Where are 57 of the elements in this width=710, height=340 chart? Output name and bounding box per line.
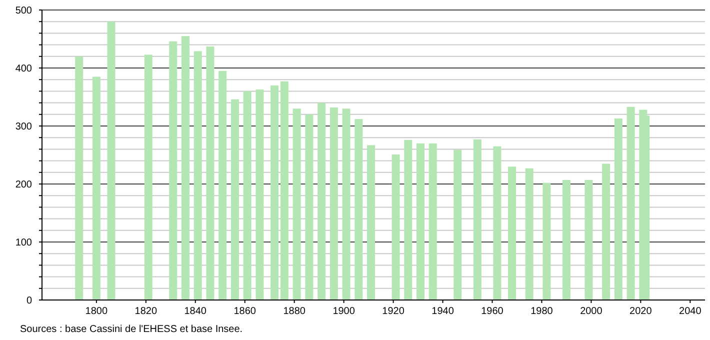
bar [280, 81, 288, 300]
bar [416, 143, 425, 300]
bar [230, 99, 239, 300]
bar [493, 146, 502, 300]
bar [243, 91, 252, 300]
bar [342, 108, 350, 300]
bar [428, 143, 437, 300]
x-tick-label: 1840 [184, 306, 207, 317]
x-tick-label: 1860 [234, 306, 256, 317]
bar [144, 54, 152, 300]
y-tick-label: 100 [15, 238, 32, 248]
bar [194, 51, 202, 300]
x-tick-label: 1820 [134, 306, 158, 317]
bar [292, 108, 301, 300]
x-tick-label: 2000 [580, 306, 603, 317]
bar [318, 102, 326, 300]
bar [584, 180, 593, 300]
x-tick-label: 1800 [85, 306, 108, 317]
y-tick-label: 200 [15, 180, 32, 190]
bar [75, 56, 84, 300]
bar [454, 150, 462, 300]
bar [256, 89, 264, 300]
bar [181, 36, 190, 300]
y-tick-label: 500 [15, 6, 32, 16]
x-tick-label: 1880 [283, 306, 306, 317]
bar [206, 46, 214, 300]
x-tick-label: 2020 [630, 306, 652, 317]
bar [614, 118, 622, 300]
bar [404, 140, 412, 300]
y-tick-label: 400 [15, 64, 32, 74]
bar [169, 41, 178, 300]
bar [542, 182, 551, 300]
bar [330, 107, 338, 300]
bar [270, 85, 279, 300]
x-tick-label: 1980 [530, 306, 554, 317]
bar [602, 164, 610, 300]
bar [508, 166, 516, 300]
x-tick-label: 2040 [679, 306, 702, 317]
source-note: Sources : base Cassini de l'EHESS et base Insee. [20, 324, 243, 335]
bar [305, 114, 314, 300]
bar [354, 119, 363, 300]
bar [639, 110, 648, 300]
bar [92, 76, 100, 300]
bar [367, 145, 376, 300]
bar [525, 168, 534, 300]
bar [626, 106, 635, 300]
x-tick-label: 1920 [382, 306, 405, 317]
bar [107, 22, 116, 300]
bar [392, 154, 400, 300]
bar [562, 180, 570, 300]
x-tick-label: 1940 [432, 306, 454, 317]
bar [473, 139, 482, 300]
y-tick-label: 300 [15, 122, 32, 132]
x-tick-label: 1960 [481, 306, 504, 317]
bar [218, 70, 227, 300]
y-tick-label: 0 [26, 296, 32, 306]
x-tick-label: 1900 [332, 306, 356, 317]
